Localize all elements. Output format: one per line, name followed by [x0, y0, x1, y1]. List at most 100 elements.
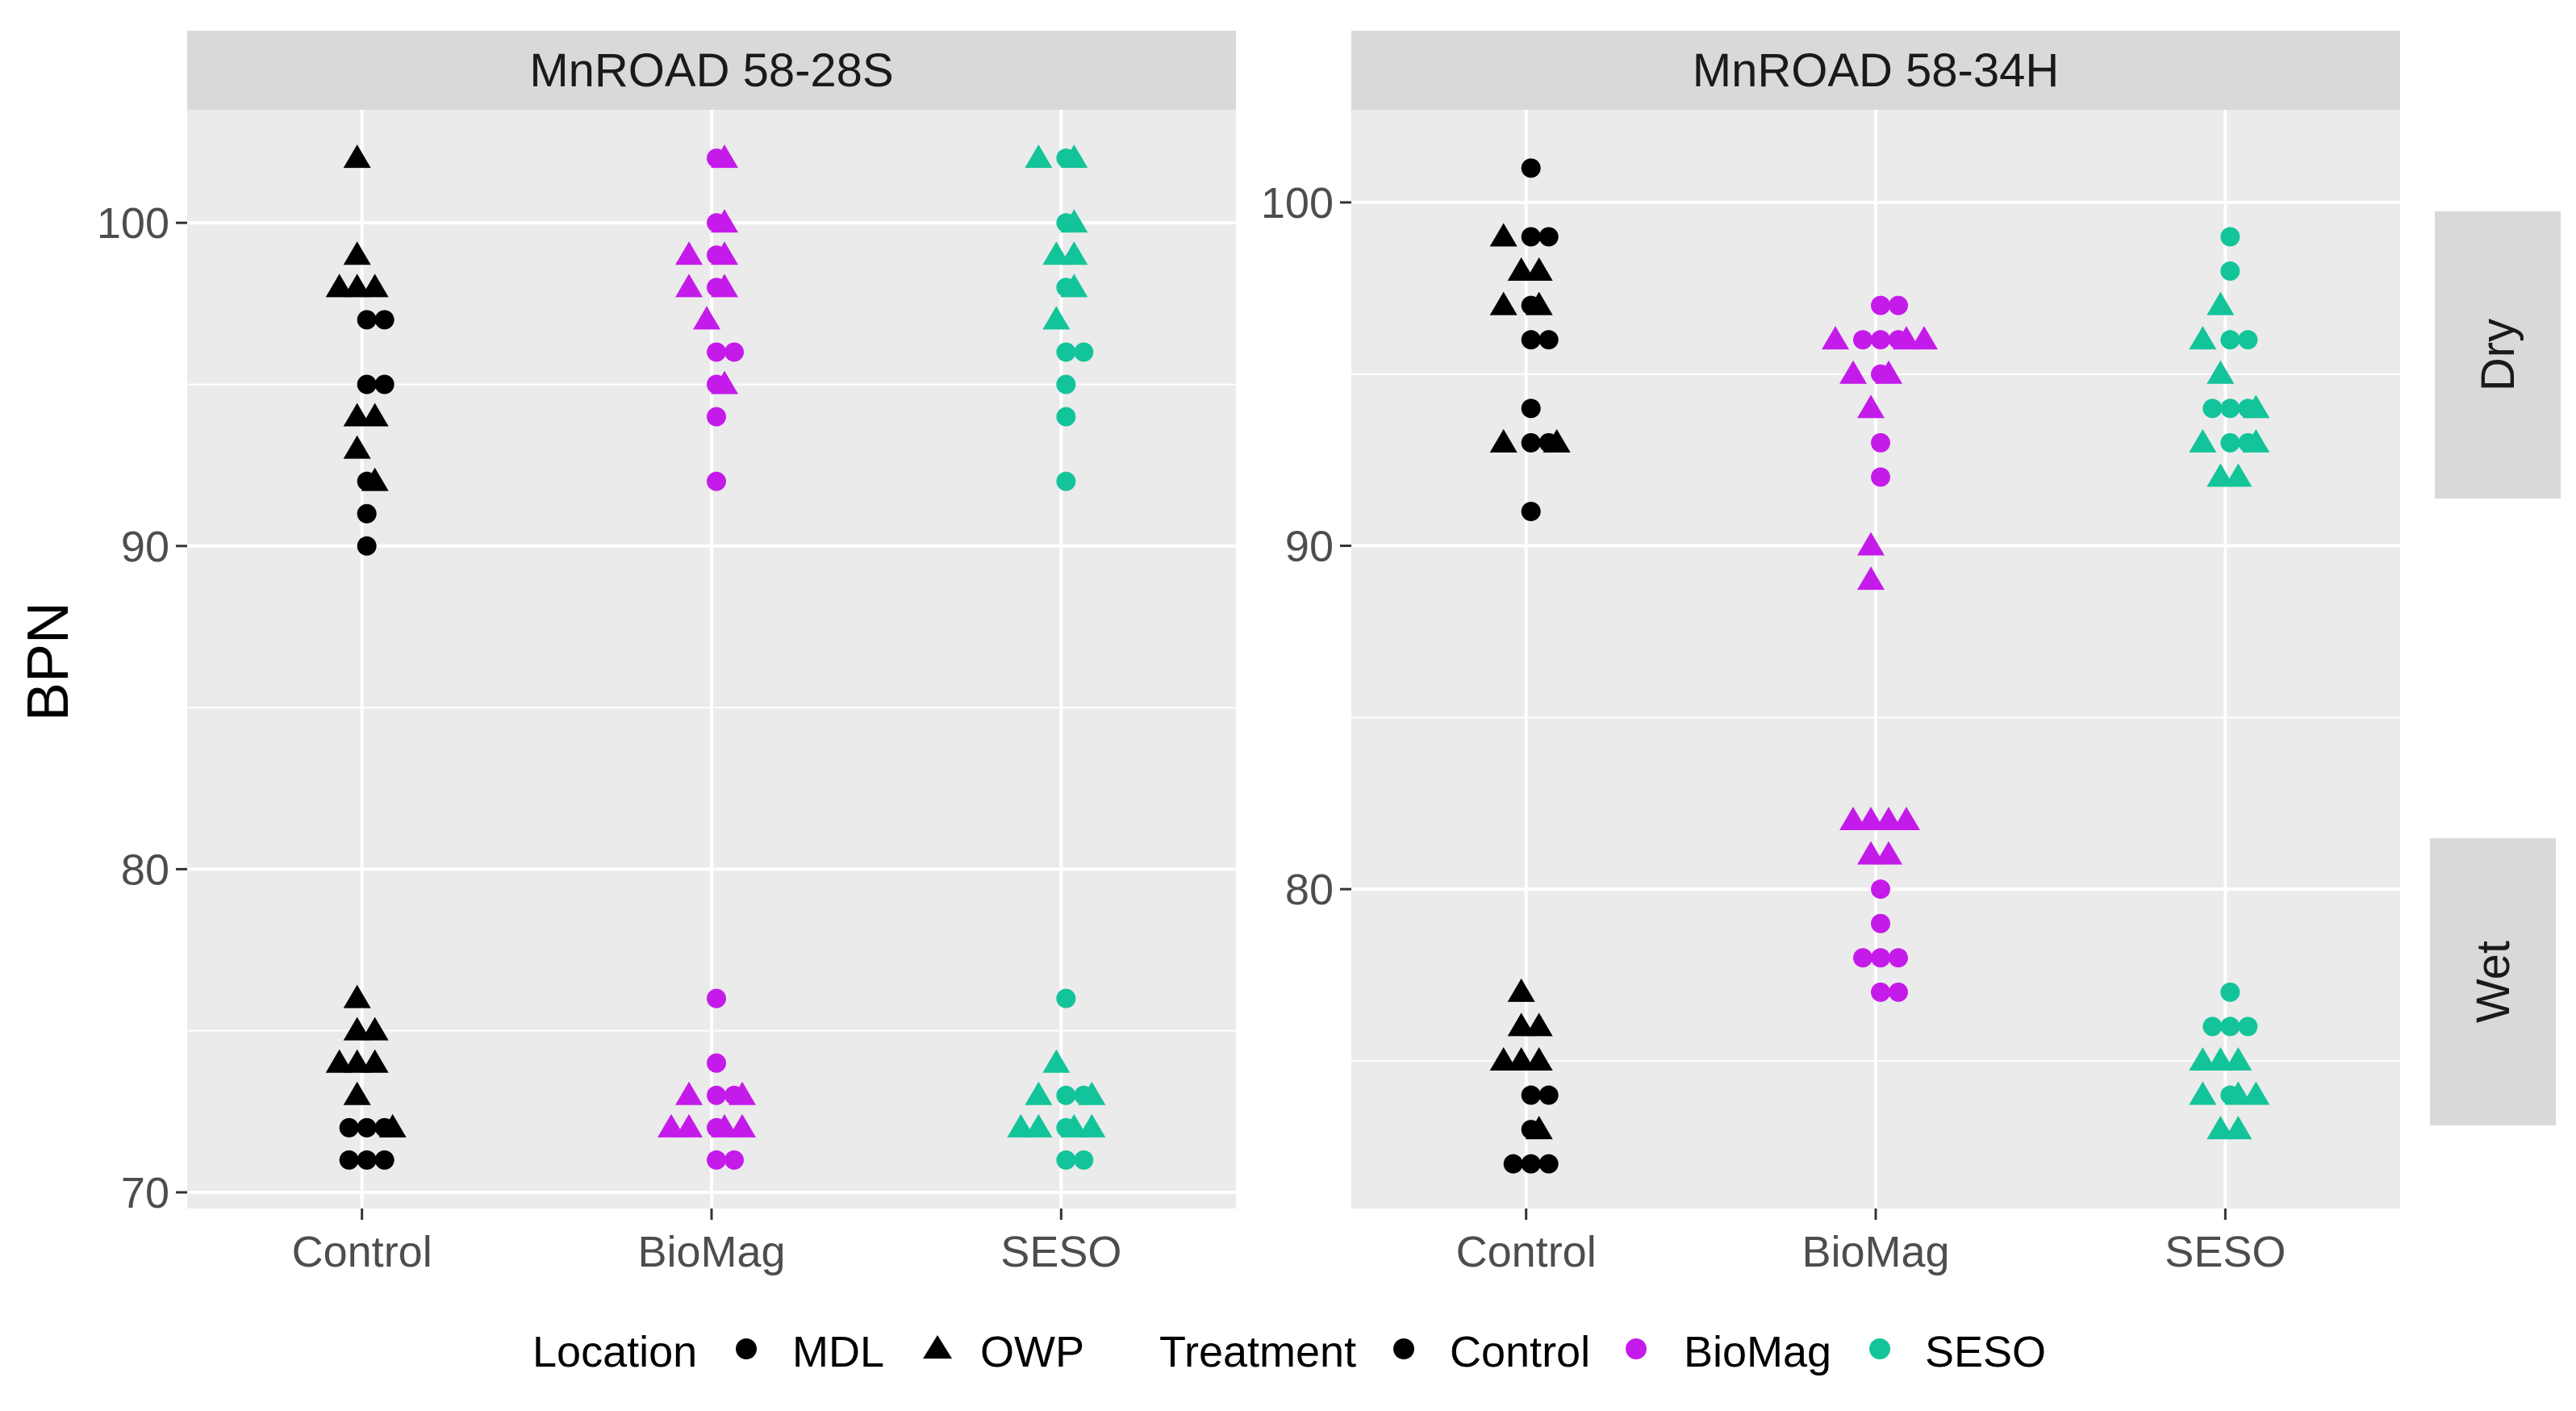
panel-right-strip — [1351, 31, 2400, 110]
point-biomag-owp — [729, 1081, 756, 1105]
legend-seso-key — [1869, 1338, 1890, 1359]
legend-owp-label: OWP — [980, 1328, 1084, 1376]
row-strip-dry — [2435, 211, 2561, 499]
point-control-owp — [361, 467, 389, 491]
point-biomag-mdl — [1871, 432, 1890, 453]
point-control-owp — [343, 435, 371, 459]
point-control-owp — [343, 984, 371, 1008]
point-seso-owp — [1060, 273, 1088, 298]
legend-control-key — [1393, 1338, 1414, 1359]
point-control-owp — [343, 273, 371, 298]
point-control-mdl — [374, 1150, 395, 1170]
point-seso-owp — [2242, 394, 2270, 419]
point-seso-owp — [2224, 463, 2252, 487]
point-biomag-owp — [711, 370, 738, 394]
point-control-owp — [1507, 1046, 1535, 1071]
point-seso-mdl — [1074, 1150, 1094, 1170]
y-tick-label: 70 — [121, 1169, 169, 1217]
point-seso-mdl — [2202, 399, 2223, 419]
x-tick-label-biomag: BioMag — [637, 1228, 785, 1276]
x-tick-label-control: Control — [292, 1228, 432, 1276]
point-control-mdl — [1521, 501, 1541, 521]
y-tick-label: 80 — [1285, 866, 1334, 914]
point-biomag-mdl — [1871, 330, 1890, 350]
point-biomag-mdl — [724, 342, 744, 362]
point-control-mdl — [374, 310, 395, 330]
point-control-mdl — [357, 536, 377, 556]
x-tick-label-control: Control — [1456, 1228, 1597, 1276]
point-control-owp — [1507, 257, 1535, 282]
point-control-owp — [378, 1113, 407, 1138]
point-biomag-owp — [711, 241, 738, 265]
legend-biomag-key — [1626, 1338, 1647, 1359]
point-control-mdl — [1521, 432, 1541, 453]
point-biomag-owp — [1875, 360, 1902, 384]
point-biomag-mdl — [707, 1085, 726, 1105]
point-seso-mdl — [1056, 342, 1076, 362]
point-seso-mdl — [1056, 988, 1076, 1008]
panel-left-x-axis: Control BioMag SESO — [292, 1209, 1121, 1276]
panel-right-points — [1489, 158, 2270, 1174]
point-biomag-owp — [1893, 807, 1920, 831]
point-control-owp — [343, 144, 371, 169]
point-seso-owp — [1078, 1113, 1106, 1138]
point-control-mdl — [1539, 1085, 1559, 1105]
point-control-owp — [361, 273, 389, 298]
point-seso-mdl — [2220, 330, 2240, 350]
point-control-owp — [1489, 223, 1518, 247]
point-seso-mdl — [2220, 227, 2240, 247]
point-biomag-owp — [693, 306, 720, 330]
point-control-owp — [343, 403, 371, 427]
point-control-owp — [1525, 1012, 1553, 1037]
legend-treatment-title: Treatment — [1159, 1328, 1356, 1376]
point-control-owp — [343, 1081, 371, 1105]
point-biomag-mdl — [1871, 913, 1890, 933]
legend-mdl-label: MDL — [792, 1328, 884, 1376]
point-control-mdl — [1521, 330, 1541, 350]
point-control-owp — [1525, 1046, 1553, 1071]
point-biomag-mdl — [1871, 879, 1890, 900]
point-biomag-owp — [1857, 841, 1885, 865]
point-control-mdl — [1521, 1154, 1541, 1174]
panel-left-points — [325, 144, 1106, 1170]
point-seso-owp — [2224, 1081, 2252, 1105]
point-seso-owp — [1060, 1113, 1088, 1138]
y-axis-title: BPN — [16, 602, 81, 721]
y-tick-label: 100 — [97, 199, 169, 248]
point-control-owp — [343, 1049, 371, 1073]
point-seso-owp — [1060, 209, 1088, 233]
point-seso-owp — [2242, 428, 2270, 453]
legend-owp-key — [923, 1335, 952, 1359]
point-control-mdl — [357, 503, 377, 524]
point-seso-mdl — [2238, 1017, 2258, 1037]
legend-location-title: Location — [532, 1328, 697, 1376]
point-biomag-owp — [729, 1113, 756, 1138]
point-seso-owp — [2189, 326, 2217, 350]
legend-mdl-key — [736, 1338, 757, 1359]
point-seso-owp — [2189, 428, 2217, 453]
point-seso-mdl — [2202, 1017, 2223, 1037]
point-control-mdl — [339, 1117, 359, 1138]
point-biomag-owp — [1910, 326, 1938, 350]
point-control-owp — [1489, 1046, 1518, 1071]
point-biomag-owp — [1857, 566, 1885, 591]
panel-left-strip — [187, 31, 1236, 110]
point-seso-owp — [2207, 1046, 2235, 1071]
point-biomag-owp — [711, 209, 738, 233]
point-biomag-owp — [675, 241, 703, 265]
point-seso-owp — [2207, 291, 2235, 315]
point-biomag-owp — [1857, 394, 1885, 419]
point-biomag-mdl — [1871, 982, 1890, 1002]
point-control-mdl — [1539, 227, 1559, 247]
panel-left-y-axis: 70 80 90 100 — [97, 199, 187, 1217]
point-seso-owp — [1025, 1113, 1053, 1138]
point-biomag-mdl — [707, 1150, 726, 1170]
point-seso-owp — [2224, 1116, 2252, 1140]
point-seso-owp — [2242, 1081, 2270, 1105]
point-biomag-mdl — [1871, 948, 1890, 968]
point-seso-mdl — [2238, 330, 2258, 350]
point-biomag-owp — [711, 1113, 738, 1138]
point-control-mdl — [357, 310, 377, 330]
point-biomag-owp — [1839, 360, 1867, 384]
